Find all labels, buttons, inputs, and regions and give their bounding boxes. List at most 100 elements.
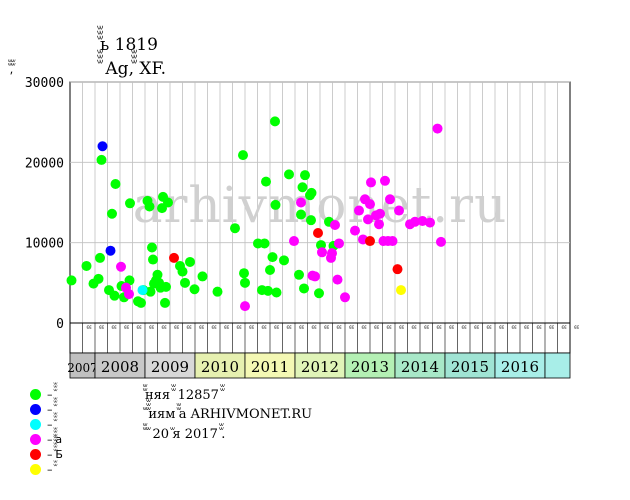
data-point [263,285,273,296]
year-band [244,352,296,379]
legend-label: – ꙻꙻꙻꙻꙻБ [47,448,63,461]
data-point [230,223,240,234]
year-band [94,352,146,379]
note-source: ꙻ ꙻꙻꙻиям ꙻꙻа ARHIVMONET.RU [145,407,313,422]
legend-marker-icon [30,404,41,415]
year-label: 2008 [101,358,139,376]
data-point [366,177,376,188]
year-band [194,352,246,379]
data-point [93,273,104,284]
quarter-label: ꙻꙻ [574,325,580,329]
year-label: 2009 [151,358,189,376]
legend-label: – ꙻꙻꙻа [47,433,63,446]
year-band [344,352,396,379]
year-band [394,352,446,379]
y-tick-label: 10000 [25,237,64,252]
data-point [270,199,281,210]
data-point [152,269,163,280]
data-point [279,255,289,266]
data-point [380,175,390,186]
data-point [259,238,270,249]
data-point [177,266,188,277]
legend-label: – ꙻꙻꙻ [47,418,56,431]
data-point [105,245,116,256]
data-point [97,141,108,152]
data-point [374,219,384,230]
data-point [334,238,344,249]
data-point [66,275,77,286]
chart-title: ꙻꙻꙻь 1819 [100,35,158,55]
y-tick-label: 30000 [25,76,64,91]
data-point [436,236,446,247]
data-point [299,283,309,294]
year-label: 2007 [67,361,98,375]
data-point [330,219,340,230]
data-point [289,236,299,247]
legend-marker-icon [30,419,41,430]
data-point [270,116,280,127]
data-point [96,154,107,165]
data-point [267,252,278,263]
data-point [107,208,117,219]
data-point [144,201,155,212]
year-label: 2010 [201,358,239,376]
data-point [363,214,373,225]
chart-svg: 0100002000030000arhivmonet.ruꙻꙻꙻꙻꙻꙻꙻꙻꙻꙻꙻ… [25,76,580,379]
data-point [385,194,395,205]
data-point [110,179,121,190]
data-point [332,274,343,285]
data-point [294,269,304,280]
data-point [197,271,208,282]
data-point [265,264,275,275]
data-point [137,285,148,296]
data-point [161,281,171,292]
legend-label: – ꙻꙻꙻ [47,403,56,416]
data-point [375,208,385,219]
legend-label: – ꙻꙻꙻ [47,388,56,401]
data-point [432,123,443,134]
legend-marker-icon [30,389,41,400]
data-point [394,205,404,216]
data-point [317,247,327,258]
data-point [300,170,310,181]
data-point [340,292,350,303]
data-point [387,236,398,247]
data-point [271,287,282,298]
data-point [313,228,323,239]
legend-marker-icon [30,464,41,475]
y-tick-label: 0 [56,317,64,332]
year-label: 2011 [251,358,289,376]
data-point [417,215,428,226]
watermark: arhivmonet.ru [133,176,508,234]
y-axis-unit: ꙻꙻ,ꙻꙻ [10,62,14,76]
year-band [544,352,571,379]
year-label: 2014 [401,358,439,376]
data-point [296,209,306,220]
data-point [238,150,248,161]
data-point [284,169,294,180]
legend-label: – ꙻꙻ [47,463,56,476]
data-point [212,286,223,297]
chart-subtitle: ꙻꙻꙻ Ag,ꙻꙻꙻ XF. [100,59,167,79]
data-point [261,176,271,187]
legend-item: – ꙻꙻ [30,462,55,477]
year-band [494,352,546,379]
note-date: ꙻꙻ ꙻ 20 ꙻя 2017 ꙻꙻ. [145,427,226,442]
data-point [425,217,435,228]
data-point [169,252,179,263]
data-point [296,197,306,208]
data-point [95,252,105,263]
data-point [327,248,337,259]
data-point [160,297,170,308]
data-point [314,288,324,299]
legend-item: – ꙻꙻꙻ [30,387,55,402]
data-point [354,205,364,216]
data-point [365,236,375,247]
note-average: ꙻꙻняя ꙻꙻ 12857 ꙻꙻ [145,388,223,403]
legend-marker-icon [30,449,41,460]
data-point [310,271,320,282]
data-point [81,260,92,271]
data-point [239,268,249,279]
legend-item: – ꙻꙻꙻа [30,432,62,447]
data-point [145,286,156,297]
